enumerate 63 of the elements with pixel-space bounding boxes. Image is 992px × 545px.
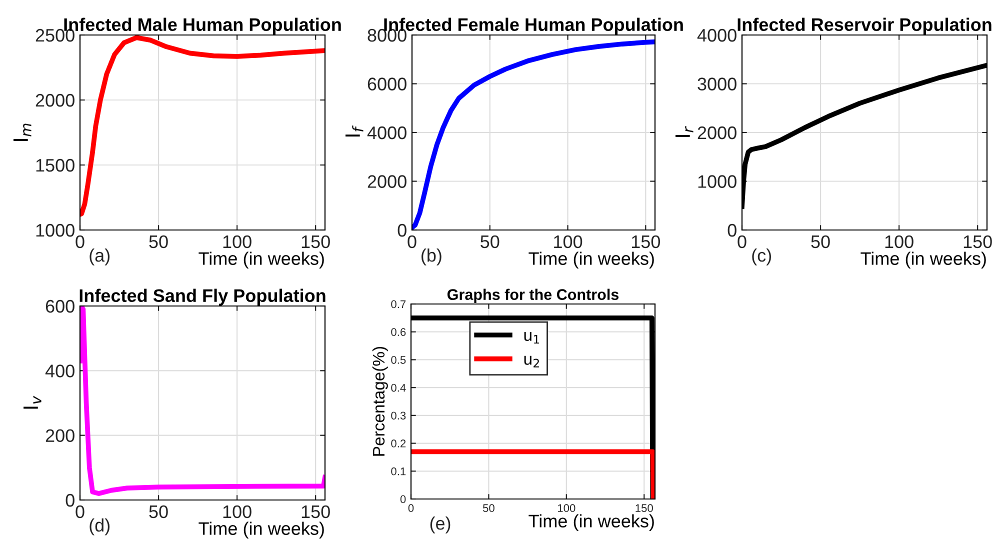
y-tick-label: 0.6 xyxy=(391,328,406,336)
x-tick-label: 50 xyxy=(482,504,494,512)
y-tick-label: 4000 xyxy=(697,28,736,42)
y-tick-label: 2000 xyxy=(368,175,406,188)
y-axis-title: I$_{m}$ xyxy=(14,124,32,141)
y-axis-title: Percentage(%) xyxy=(372,346,388,456)
x-tick-label: 150 xyxy=(636,504,653,512)
x-tick-label: 150 xyxy=(632,235,660,248)
x-tick-label: 50 xyxy=(811,235,830,248)
y-tick-label: 400 xyxy=(45,364,74,378)
y-axis-title: I$_{r}$ xyxy=(676,126,694,137)
x-axis-title: Time (in weeks) xyxy=(198,522,324,539)
x-tick-label: 0 xyxy=(738,235,746,248)
x-tick-label: 50 xyxy=(480,235,500,248)
x-axis-title: Time (in weeks) xyxy=(528,514,654,532)
x-tick-label: 100 xyxy=(885,235,914,248)
legend-label: u$_{2}$ xyxy=(524,356,539,368)
x-tick-label: 100 xyxy=(558,504,576,512)
x-axis-title: Time (in weeks) xyxy=(528,252,654,269)
x-tick-label: 50 xyxy=(149,235,168,248)
y-tick-label: 0 xyxy=(728,224,736,237)
x-tick-label: 150 xyxy=(302,505,330,518)
text: (a) xyxy=(90,248,110,266)
y-tick-label: 0.2 xyxy=(391,440,406,448)
text: (d) xyxy=(90,518,110,536)
text: (e) xyxy=(430,516,450,534)
x-tick-label: 0 xyxy=(408,235,416,248)
y-tick-label: 4000 xyxy=(367,126,406,140)
y-axis-title: I$_{f}$ xyxy=(346,125,364,137)
x-tick-label: 100 xyxy=(223,235,252,248)
y-axis-title: I$_{v}$ xyxy=(24,396,42,409)
x-tick-label: 50 xyxy=(149,505,168,518)
y-tick-label: 0.5 xyxy=(391,356,406,364)
y-tick-label: 6000 xyxy=(368,78,406,90)
y-tick-label: 600 xyxy=(46,300,74,313)
x-tick-label: 100 xyxy=(554,235,582,248)
x-tick-label: 0 xyxy=(76,505,84,518)
x-tick-label: 100 xyxy=(223,505,252,518)
chart-title: Infected Reservoir Population xyxy=(738,18,992,35)
y-tick-label: 0 xyxy=(398,224,406,237)
y-tick-label: 1000 xyxy=(36,224,74,237)
y-tick-label: 0 xyxy=(400,495,406,504)
legend-label: u$_{1}$ xyxy=(524,332,540,344)
x-tick-label: 0 xyxy=(408,504,414,512)
y-tick-label: 1500 xyxy=(36,158,74,172)
y-tick-label: 0.7 xyxy=(391,300,406,308)
y-tick-label: 2000 xyxy=(698,126,736,140)
y-tick-label: 0.1 xyxy=(391,467,406,476)
x-tick-label: 150 xyxy=(302,235,330,248)
x-axis-title: Time (in weeks) xyxy=(198,252,324,269)
x-tick-label: 150 xyxy=(964,235,992,248)
x-axis-title: Time (in weeks) xyxy=(860,252,986,269)
chart-title: Graphs for the Controls xyxy=(447,288,619,304)
y-tick-label: 200 xyxy=(46,429,74,442)
text: (c) xyxy=(752,248,772,266)
y-tick-label: 2000 xyxy=(36,94,74,107)
chart-title: Infected Sand Fly Population xyxy=(80,288,326,306)
text: (b) xyxy=(422,248,442,266)
y-tick-label: 0.3 xyxy=(391,412,406,420)
y-tick-label: 0.4 xyxy=(391,384,406,392)
y-tick-label: 3000 xyxy=(698,78,736,90)
x-tick-label: 0 xyxy=(76,235,84,248)
y-tick-label: 1000 xyxy=(698,175,736,188)
